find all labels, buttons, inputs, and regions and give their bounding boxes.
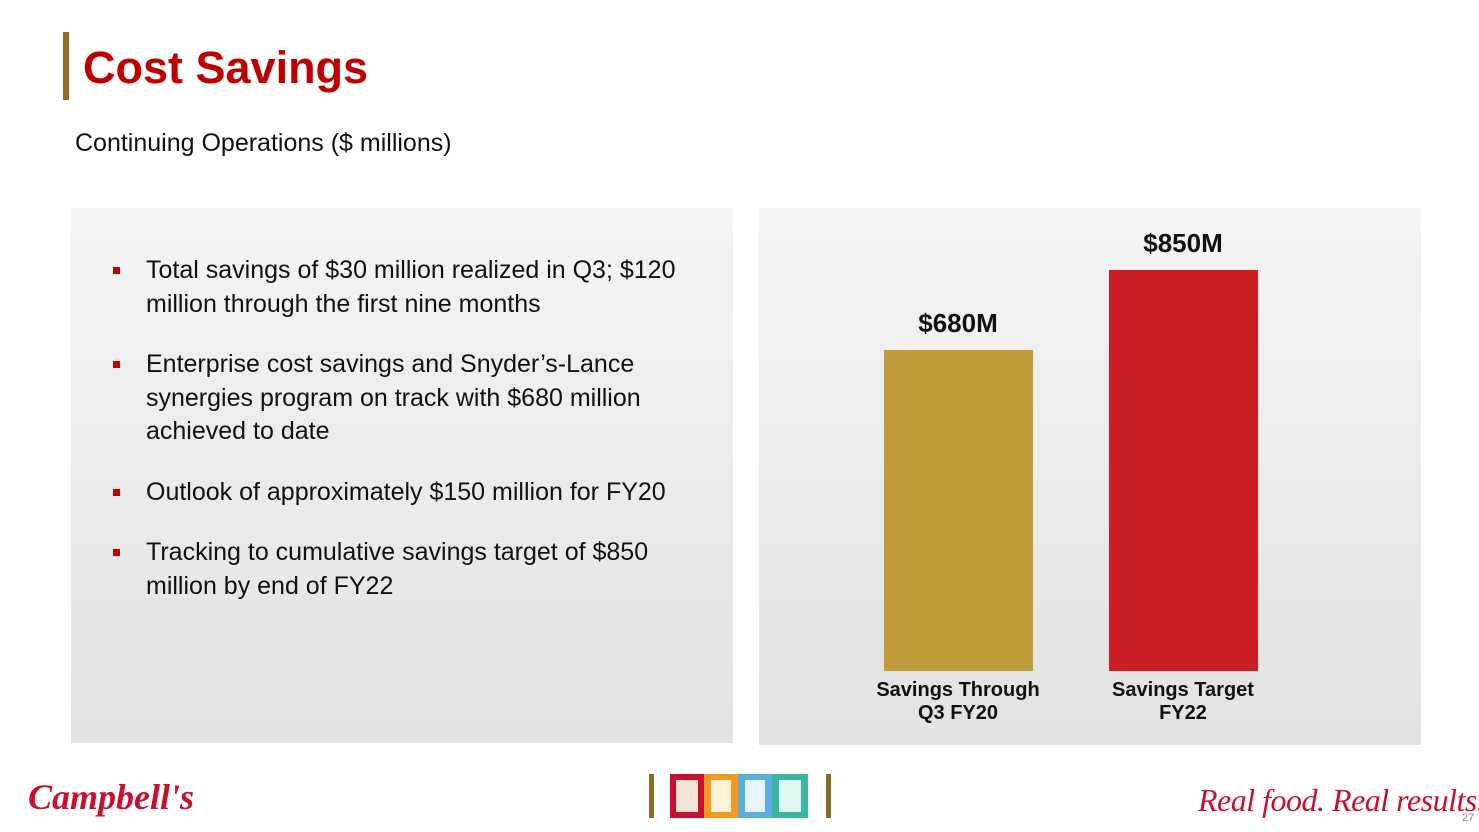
bar: [1108, 270, 1258, 671]
bullet: Enterprise cost savings and Snyder’s-Lan…: [113, 348, 706, 449]
chart-panel: $680M Savings Through Q3 FY20 $850M Savings…: [759, 208, 1421, 745]
bullet-list: Total savings of $30 million realized in…: [113, 254, 706, 630]
text-panel: Total savings of $30 million realized in…: [71, 208, 733, 743]
product-strip: [649, 774, 831, 818]
title-accent: [63, 32, 69, 100]
slide-title: Cost Savings: [83, 42, 369, 93]
bullet: Total savings of $30 million realized in…: [113, 254, 706, 321]
tagline: Real food. Real results.: [1198, 782, 1479, 818]
category-label: Savings Through Q3 FY20: [876, 679, 1040, 724]
bullet: Tracking to cumulative savings target of…: [113, 536, 706, 603]
logo: Campbell's: [28, 777, 195, 817]
page-number: 27: [1462, 812, 1475, 824]
value-label: $680M: [918, 308, 998, 339]
category-label: Savings Target FY22: [1112, 679, 1254, 724]
value-label: $850M: [1143, 228, 1223, 258]
bullet: Outlook of approximately $150 million fo…: [113, 476, 706, 510]
subtitle: Continuing Operations ($ millions): [75, 129, 452, 157]
bar: [883, 350, 1033, 671]
